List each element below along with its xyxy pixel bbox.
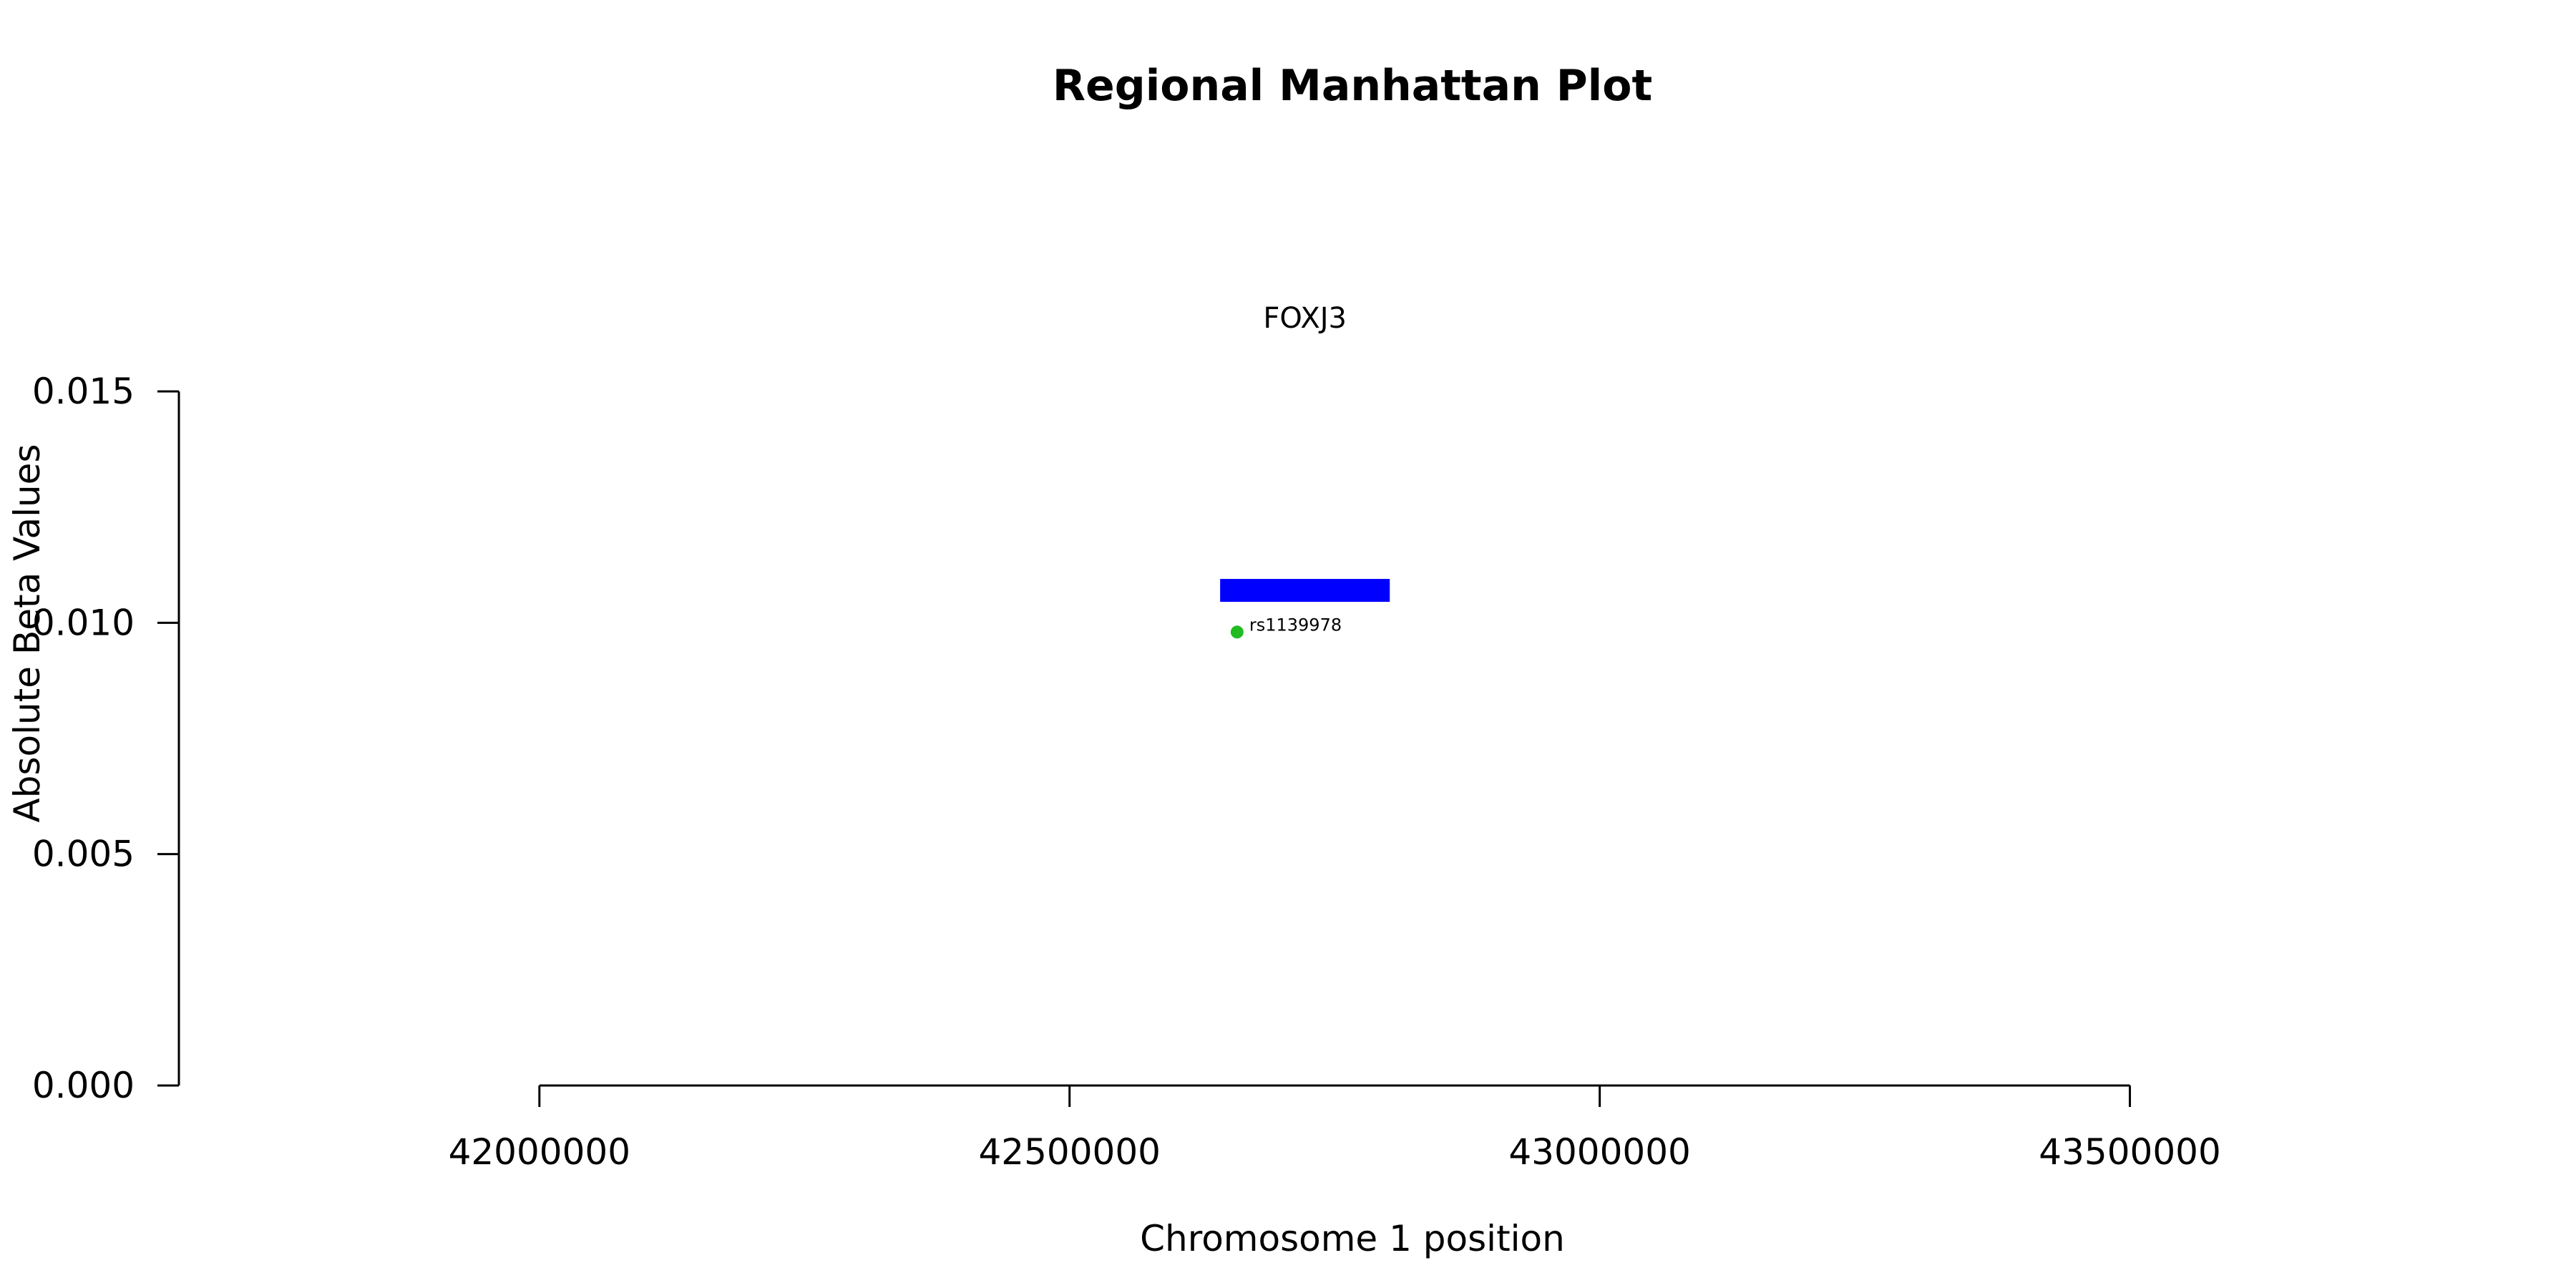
gene-bar [1220, 579, 1390, 602]
y-tick-label: 0.005 [32, 834, 135, 875]
gene-label: FOXJ3 [1263, 302, 1347, 335]
y-tick-label: 0.015 [32, 371, 135, 412]
x-tick-label: 42500000 [978, 1131, 1161, 1173]
y-tick-label: 0.010 [32, 602, 135, 643]
gene-track: FOXJ3 [1220, 302, 1390, 602]
chart-title: Regional Manhattan Plot [1053, 61, 1652, 111]
snp-points: rs1139978 [1230, 615, 1342, 639]
x-axis-label: Chromosome 1 position [1140, 1218, 1565, 1259]
x-axis: 42000000 42500000 43000000 43500000 [449, 1084, 2221, 1173]
snp-point [1230, 625, 1244, 639]
y-axis: 0.000 0.005 0.010 0.015 [32, 371, 180, 1106]
x-tick-label: 43500000 [2039, 1131, 2221, 1173]
x-tick-label: 42000000 [449, 1131, 631, 1173]
x-tick-label: 43000000 [1508, 1131, 1691, 1173]
y-axis-label: Absolute Beta Values [6, 444, 48, 823]
y-tick-label: 0.000 [32, 1065, 135, 1106]
snp-label: rs1139978 [1249, 615, 1342, 635]
